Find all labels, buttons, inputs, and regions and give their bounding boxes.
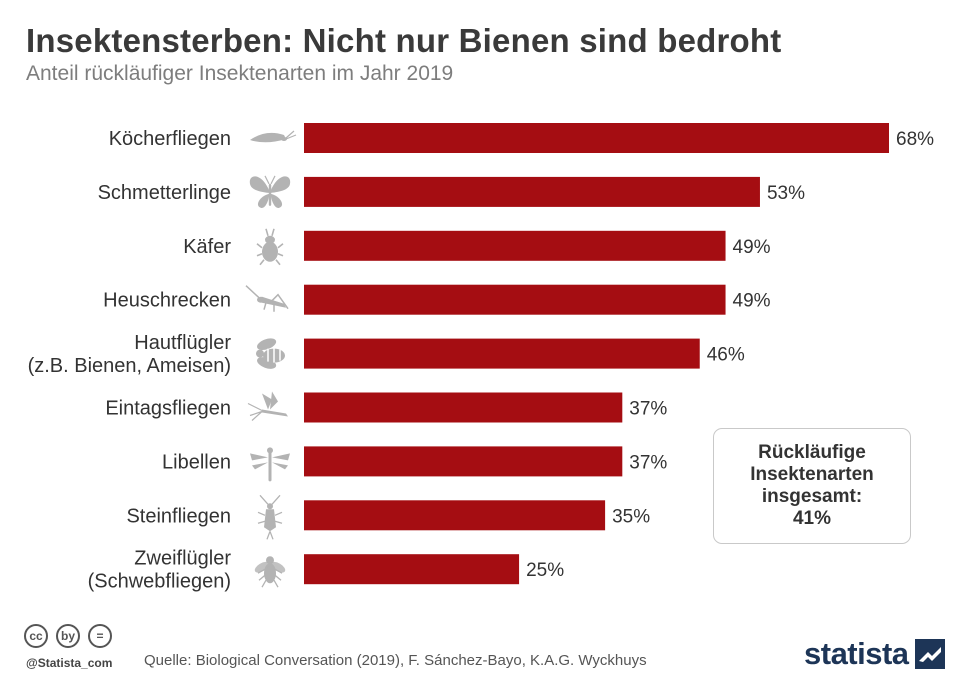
category-label: Zweiflügler (Schwebfliegen) [88,548,232,593]
statista-logo-icon [914,639,945,669]
brand-wordmark: statista [804,636,909,671]
bar[interactable] [304,123,889,153]
statista-handle[interactable]: @Statista_com [26,656,113,670]
bar-value-label: 49% [733,237,771,258]
beetle-icon [256,228,284,266]
callout-line-3: insgesamt: [761,486,863,507]
bar[interactable] [304,176,760,207]
category-label: Köcherfliegen [109,128,231,150]
chart-title: Insektensterben: Nicht nur Bienen sind b… [26,22,782,59]
total-callout: Rückläufige Insektenarten insgesamt: 41% [713,428,911,544]
bar-value-label: 25% [526,560,564,581]
license-icons: cc by = [24,624,112,648]
callout-line-1: Rückläufige [758,442,866,463]
category-label: Steinfliegen [126,505,231,527]
bar-value-label: 53% [767,183,805,204]
bar-value-label: 49% [733,291,771,312]
callout-line-2: Insektenarten [750,464,874,485]
statista-brand[interactable]: statista [804,636,945,672]
category-label: Libellen [162,451,231,473]
bar-value-label: 37% [629,452,667,473]
caddisfly-icon [250,130,297,143]
cc-icon[interactable]: cc [24,624,48,648]
butterfly-icon [249,175,291,208]
fly-icon [254,556,286,588]
bar[interactable] [304,338,700,369]
chart-subtitle: Anteil rückläufiger Insektenarten im Jah… [26,62,454,85]
callout-total-value: 41% [792,508,832,529]
bar[interactable] [304,230,726,261]
bee-icon [256,338,285,369]
category-label: Hautflügler (z.B. Bienen, Ameisen) [28,332,232,377]
attribution-icon[interactable]: by [56,624,80,648]
bar[interactable] [304,446,623,477]
no-derivatives-icon[interactable]: = [88,624,112,648]
bar[interactable] [304,392,623,423]
category-label: Heuschrecken [103,290,231,312]
bar-value-label: 68% [896,129,934,150]
dragonfly-icon [250,447,290,482]
grasshopper-icon [245,285,289,312]
source-note: Quelle: Biological Conversation (2019), … [144,652,647,669]
bar-value-label: 37% [629,399,667,420]
bar[interactable] [304,554,520,585]
bar-value-label: 35% [612,506,650,527]
stonefly-icon [257,494,283,540]
bar-chart: 68% Köcherfliegen 53% Schmetterlinge 49% Käfe… [28,123,934,593]
bar[interactable] [304,284,726,315]
mayfly-icon [247,391,288,421]
category-label: Schmetterlinge [98,182,231,204]
bar[interactable] [304,500,606,531]
bar-value-label: 46% [707,345,745,366]
category-label: Eintagsfliegen [105,398,231,420]
category-label: Käfer [183,236,231,258]
